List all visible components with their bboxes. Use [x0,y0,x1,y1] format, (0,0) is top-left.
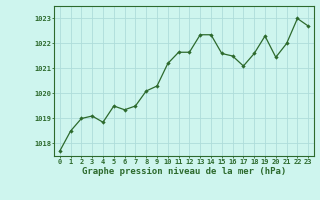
X-axis label: Graphe pression niveau de la mer (hPa): Graphe pression niveau de la mer (hPa) [82,167,286,176]
